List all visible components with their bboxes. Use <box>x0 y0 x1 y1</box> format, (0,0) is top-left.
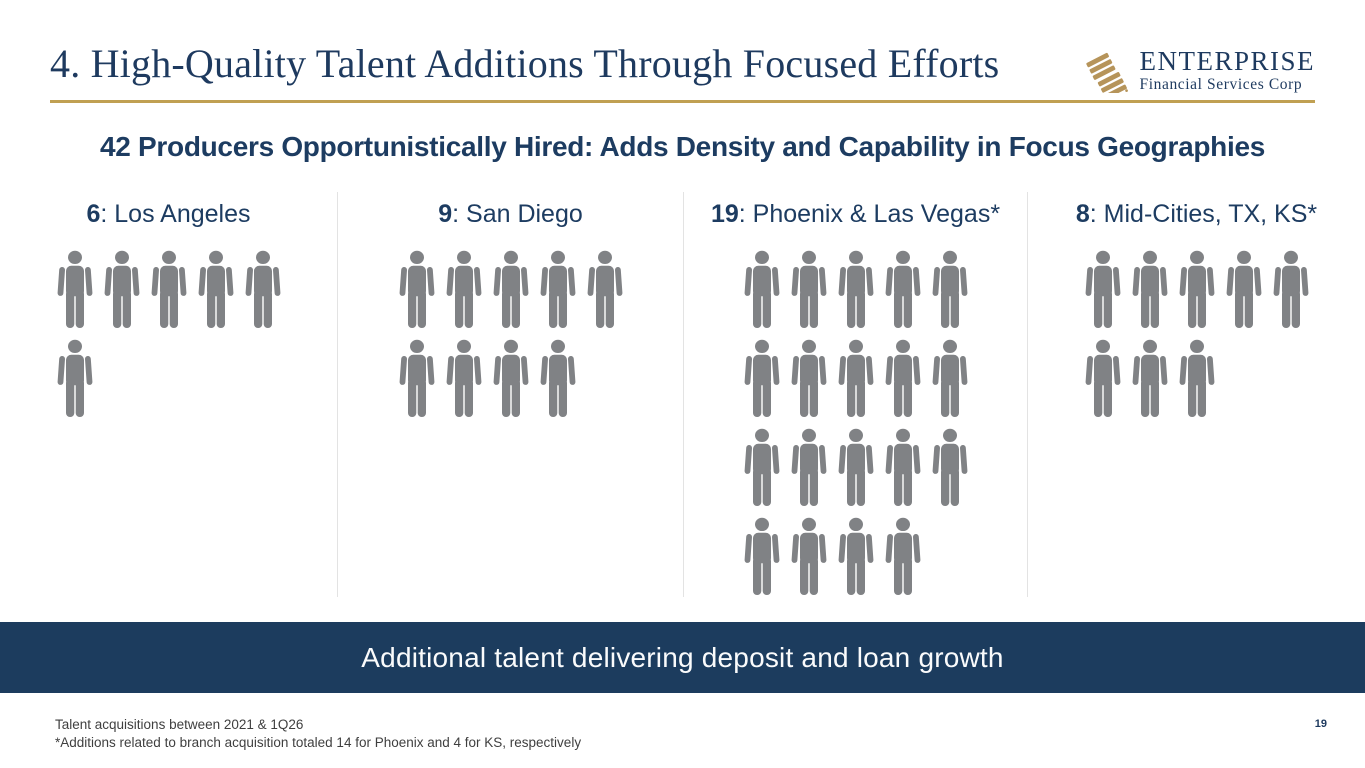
column-label: : San Diego <box>452 200 583 228</box>
person-icon <box>151 250 186 328</box>
person-icon <box>885 517 920 595</box>
column-count: 6 <box>86 200 101 228</box>
person-icon <box>1179 339 1214 417</box>
person-icon <box>838 428 873 506</box>
person-icon <box>540 339 575 417</box>
icon-grid <box>398 250 624 419</box>
person-icon <box>1132 339 1167 417</box>
icon-grid <box>56 250 282 419</box>
icon-grid <box>1084 250 1310 419</box>
icon-grid <box>743 250 969 597</box>
person-icon <box>932 428 967 506</box>
takeaway-banner-text: Additional talent delivering deposit and… <box>361 641 1004 673</box>
person-icon <box>1226 250 1261 328</box>
person-icon <box>744 517 779 595</box>
person-icon <box>744 428 779 506</box>
column-header: 19: Phoenix & Las Vegas* <box>684 196 1027 232</box>
person-icon <box>791 339 826 417</box>
geography-column: 19: Phoenix & Las Vegas* <box>683 192 1027 597</box>
geography-column: 6: Los Angeles <box>0 192 337 597</box>
person-icon <box>245 250 280 328</box>
column-count: 19 <box>710 200 739 228</box>
geography-column: 8: Mid-Cities, TX, KS* <box>1027 192 1365 597</box>
person-icon <box>744 339 779 417</box>
logo-tagline: Financial Services Corp <box>1139 76 1303 93</box>
column-count: 8 <box>1075 200 1090 228</box>
person-icon <box>838 517 873 595</box>
person-icon <box>838 339 873 417</box>
person-icon <box>885 250 920 328</box>
person-icon <box>885 339 920 417</box>
person-icon <box>791 250 826 328</box>
person-icon <box>399 339 434 417</box>
person-icon <box>932 250 967 328</box>
person-icon <box>446 250 481 328</box>
footnote-line: Talent acquisitions between 2021 & 1Q26 <box>55 717 304 732</box>
takeaway-banner: Additional talent delivering deposit and… <box>0 622 1365 693</box>
person-icon <box>493 339 528 417</box>
person-icon <box>791 517 826 595</box>
column-label: : Mid-Cities, TX, KS* <box>1089 200 1318 228</box>
column-header: 8: Mid-Cities, TX, KS* <box>1028 196 1365 232</box>
person-icon <box>57 339 92 417</box>
enterprise-stripes-logo-icon <box>1086 52 1129 93</box>
person-icon <box>104 250 139 328</box>
person-icon <box>1085 250 1120 328</box>
logo-wordmark: ENTERPRISE Financial Services Corp <box>1139 46 1315 94</box>
company-logo: ENTERPRISE Financial Services Corp <box>1083 48 1315 93</box>
person-icon <box>838 250 873 328</box>
column-label: : Los Angeles <box>100 200 251 228</box>
gold-divider-rule <box>50 100 1315 103</box>
person-icon <box>1132 250 1167 328</box>
geography-column: 9: San Diego <box>337 192 683 597</box>
footnotes: Talent acquisitions between 2021 & 1Q26 … <box>55 716 581 751</box>
person-icon <box>1179 250 1214 328</box>
person-icon <box>57 250 92 328</box>
person-icon <box>540 250 575 328</box>
person-icon <box>932 339 967 417</box>
person-icon <box>885 428 920 506</box>
column-count: 9 <box>438 200 453 228</box>
column-label: : Phoenix & Las Vegas* <box>738 200 1001 228</box>
person-icon <box>198 250 233 328</box>
person-icon <box>791 428 826 506</box>
person-icon <box>744 250 779 328</box>
slide-subtitle: 42 Producers Opportunistically Hired: Ad… <box>100 131 1265 162</box>
person-icon <box>493 250 528 328</box>
person-icon <box>399 250 434 328</box>
talent-columns: 6: Los Angeles 9: San Diego 19: Phoenix … <box>0 192 1365 597</box>
slide-title: 4. High-Quality Talent Additions Through… <box>50 41 1000 86</box>
person-icon <box>446 339 481 417</box>
person-icon <box>587 250 622 328</box>
page-number: 19 <box>1314 718 1327 730</box>
person-icon <box>1273 250 1308 328</box>
footnote-line: *Additions related to branch acquisition… <box>55 734 582 750</box>
person-icon <box>1085 339 1120 417</box>
column-header: 9: San Diego <box>338 196 683 232</box>
column-header: 6: Los Angeles <box>0 196 337 232</box>
logo-company-name: ENTERPRISE <box>1139 46 1315 76</box>
